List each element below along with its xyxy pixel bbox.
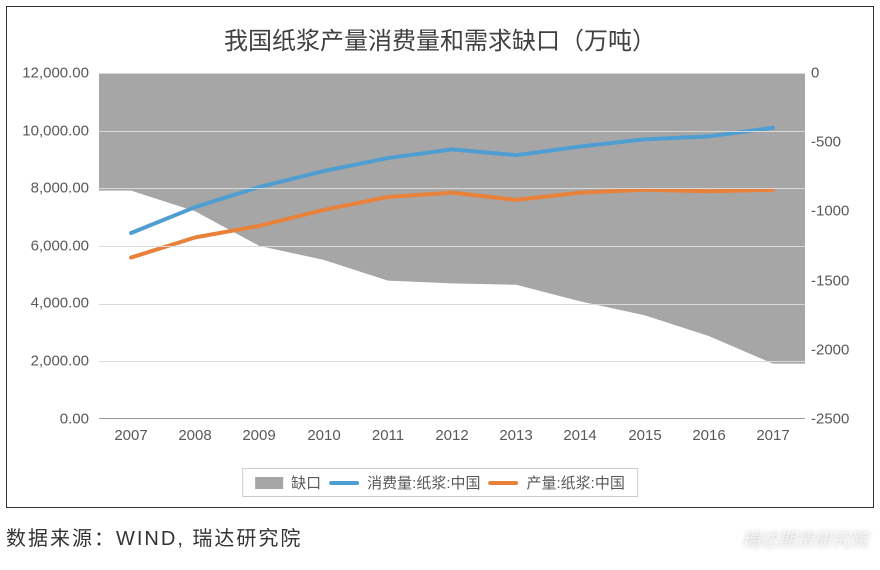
legend-swatch-consumption <box>329 481 359 485</box>
legend-label-gap: 缺口 <box>291 472 321 493</box>
wechat-icon <box>714 528 736 550</box>
y-left-tick-2: 4,000.00 <box>9 295 89 312</box>
y-left-tick-0: 0.00 <box>9 411 89 428</box>
watermark: 瑞达期货研究院 <box>714 526 868 552</box>
data-source-label: 数据来源：WIND, 瑞达研究院 <box>6 522 302 551</box>
x-tick-7: 2014 <box>563 427 596 444</box>
x-tick-2: 2009 <box>242 427 275 444</box>
y-right-tick-2: -1000 <box>811 203 849 220</box>
x-tick-1: 2008 <box>178 427 211 444</box>
y-right-tick-0: 0 <box>811 65 819 82</box>
legend-label-consumption: 消费量:纸浆:中国 <box>367 472 480 493</box>
series-gap <box>99 73 805 364</box>
legend-swatch-production <box>489 481 519 485</box>
x-tick-5: 2012 <box>435 427 468 444</box>
y-right-tick-4: -2000 <box>811 342 849 359</box>
legend-swatch-gap <box>255 477 283 489</box>
chart-frame: 我国纸浆产量消费量和需求缺口（万吨） 0.00 2,000.00 4,000.0… <box>6 6 874 508</box>
x-tick-3: 2010 <box>307 427 340 444</box>
y-left-tick-4: 8,000.00 <box>9 180 89 197</box>
y-right-tick-1: -500 <box>811 134 841 151</box>
legend: 缺口 消费量:纸浆:中国 产量:纸浆:中国 <box>242 468 638 497</box>
x-tick-10: 2017 <box>756 427 789 444</box>
legend-label-production: 产量:纸浆:中国 <box>527 472 625 493</box>
y-left-tick-3: 6,000.00 <box>9 238 89 255</box>
chart-title: 我国纸浆产量消费量和需求缺口（万吨） <box>7 21 873 56</box>
x-tick-8: 2015 <box>628 427 661 444</box>
x-tick-6: 2013 <box>499 427 532 444</box>
plot-area <box>99 73 805 419</box>
y-left-tick-1: 2,000.00 <box>9 353 89 370</box>
y-right-tick-3: -1500 <box>811 273 849 290</box>
x-tick-4: 2011 <box>372 427 404 444</box>
y-right-tick-5: -2500 <box>811 411 849 428</box>
y-left-tick-5: 10,000.00 <box>9 123 89 140</box>
x-tick-0: 2007 <box>114 427 147 444</box>
y-left-tick-6: 12,000.00 <box>9 65 89 82</box>
x-tick-9: 2016 <box>692 427 725 444</box>
